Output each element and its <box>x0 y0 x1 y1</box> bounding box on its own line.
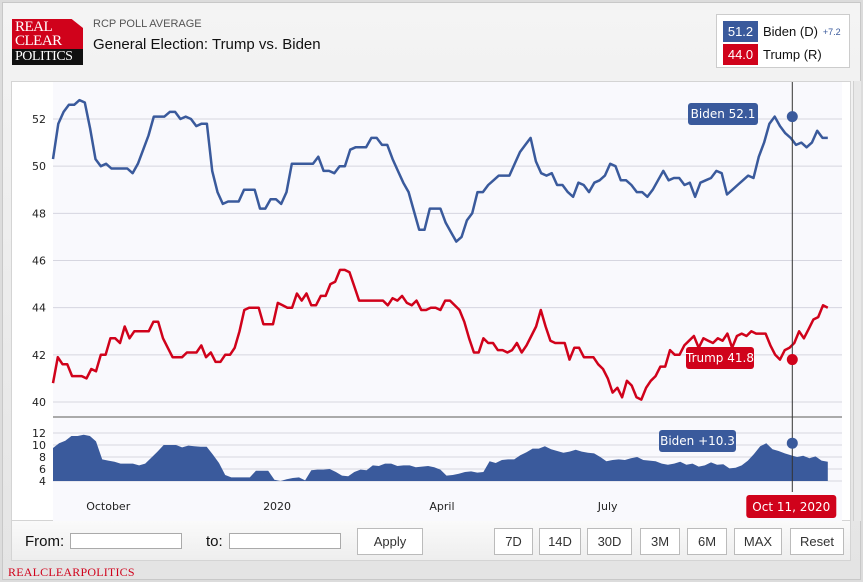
from-date-input[interactable] <box>70 533 182 549</box>
y-tick-label: 50 <box>32 160 46 173</box>
chart-subtitle: RCP POLL AVERAGE <box>93 18 202 30</box>
scrollbar[interactable] <box>853 81 861 521</box>
range-3m-button[interactable]: 3M <box>640 528 680 555</box>
to-label: to: <box>206 533 223 550</box>
spread-tick-label: 6 <box>39 463 46 476</box>
y-tick-label: 42 <box>32 349 46 362</box>
y-tick-label: 46 <box>32 255 46 268</box>
logo-line-2: CLEAR <box>15 33 62 49</box>
range-max-button[interactable]: MAX <box>734 528 782 555</box>
legend-item-trump[interactable]: 44.0 Trump (R) <box>723 44 822 65</box>
spread-tick-label: 8 <box>39 451 46 464</box>
chart-panel: 40 42 44 46 48 50 52 4 6 8 10 12 Biden 52.1 Trump 41.… <box>11 81 852 522</box>
reset-button[interactable]: Reset <box>790 528 844 555</box>
biden-line <box>51 98 828 243</box>
spread-tooltip-text: Biden +10.3 <box>660 434 735 448</box>
x-tick-label: October <box>86 500 130 513</box>
legend-item-biden[interactable]: 51.2 Biden (D) +7.2 <box>723 21 841 42</box>
footer-brand[interactable]: REALCLEARPOLITICS <box>8 565 135 579</box>
y-tick-label: 48 <box>32 207 46 220</box>
logo-black-block <box>12 49 83 65</box>
x-tick-label: July <box>597 500 618 513</box>
biden-tooltip-box <box>688 103 758 125</box>
y-tick-label: 44 <box>32 302 46 315</box>
crosshair-date-box <box>746 495 837 518</box>
range-7d-button[interactable]: 7D <box>494 528 533 555</box>
legend-name-trump: Trump (R) <box>763 47 822 62</box>
spread-marker <box>786 437 798 449</box>
from-label: From: <box>25 533 65 550</box>
spread-tick-label: 10 <box>32 439 46 452</box>
range-controls: From: to: Apply 7D 14D 30D 3M 6M MAX Res… <box>11 521 851 561</box>
legend-value-trump: 44.0 <box>723 44 758 65</box>
legend-spread: +7.2 <box>822 26 841 37</box>
trump-tooltip-box <box>686 347 754 369</box>
logo-line-3: POLITICS <box>15 49 73 64</box>
biden-marker <box>786 111 798 123</box>
chart-title: General Election: Trump vs. Biden <box>93 36 321 53</box>
spread-area <box>53 434 828 481</box>
legend-value-biden: 51.2 <box>723 21 758 42</box>
to-date-input[interactable] <box>229 533 341 549</box>
trump-marker <box>786 354 798 366</box>
biden-tooltip-text: Biden 52.1 <box>691 107 756 121</box>
x-tick-label: April <box>429 500 454 513</box>
logo-red-block <box>12 19 83 49</box>
spread-tooltip-box <box>659 430 736 452</box>
legend-name-biden: Biden (D) <box>763 24 818 39</box>
legend: 51.2 Biden (D) +7.2 44.0 Trump (R) <box>716 14 850 68</box>
x-tick-label: 2020 <box>263 500 291 513</box>
apply-button[interactable]: Apply <box>357 528 423 555</box>
spread-tick-label: 4 <box>39 475 46 488</box>
range-14d-button[interactable]: 14D <box>539 528 581 555</box>
y-tick-label: 40 <box>32 396 46 409</box>
range-6m-button[interactable]: 6M <box>687 528 727 555</box>
crosshair-date-label: Oct 11, 2020 <box>752 500 830 514</box>
rcp-logo[interactable]: REAL CLEAR POLITICS <box>12 19 83 65</box>
logo-line-1: REAL <box>15 19 53 35</box>
spread-tick-label: 12 <box>32 427 46 440</box>
range-30d-button[interactable]: 30D <box>587 528 632 555</box>
y-tick-label: 52 <box>32 113 46 126</box>
trump-tooltip-text: Trump 41.8 <box>685 351 754 365</box>
